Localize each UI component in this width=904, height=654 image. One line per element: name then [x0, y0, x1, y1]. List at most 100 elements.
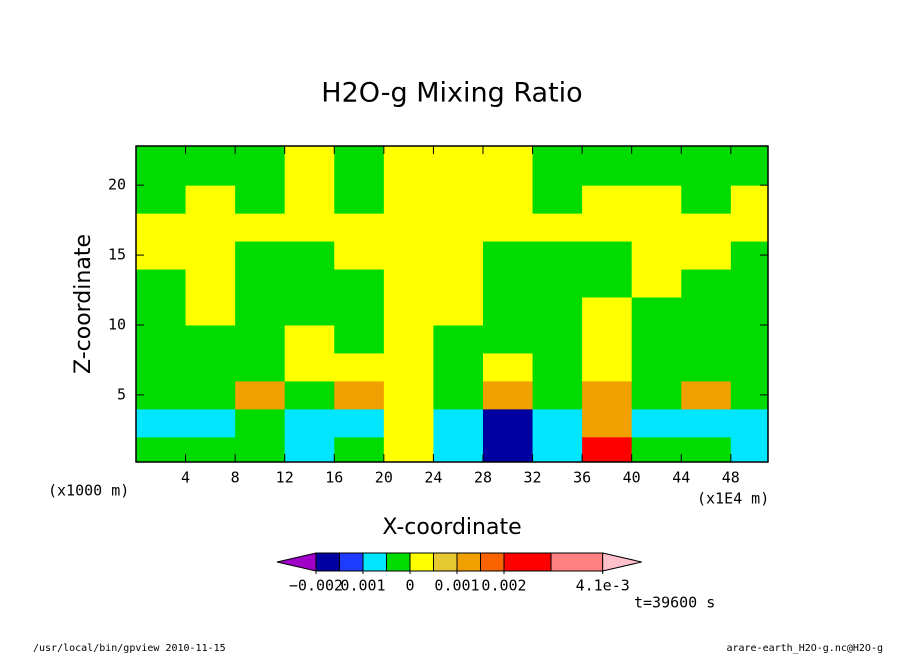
- colorbar-box: [386, 552, 411, 572]
- x-unit: (x1000 m): [48, 482, 129, 500]
- contour-cell: [681, 324, 732, 354]
- contour-cell: [482, 213, 534, 242]
- contour-cell: [136, 324, 187, 354]
- contour-cell: [235, 324, 286, 354]
- contour-cell: [185, 380, 236, 410]
- contour-cell: [582, 436, 633, 463]
- contour-cell: [185, 297, 236, 326]
- contour-cell: [185, 408, 236, 438]
- contour-cell: [185, 185, 236, 214]
- colorbar-box: [503, 552, 552, 572]
- contour-cell: [383, 297, 434, 326]
- contour-cell: [582, 380, 633, 410]
- time-label: t=39600 s: [634, 594, 715, 612]
- y-tick-label: 10: [108, 315, 126, 333]
- contour-cell: [730, 213, 769, 242]
- contour-cell: [136, 185, 187, 214]
- contour-cell: [136, 297, 187, 326]
- contour-cell: [235, 241, 286, 270]
- contour-cell: [433, 324, 484, 354]
- contour-cell: [284, 241, 335, 270]
- contour-cell: [681, 213, 732, 242]
- x-tick-label: 12: [276, 469, 294, 487]
- contour-cell: [532, 324, 583, 354]
- contour-cell: [235, 185, 286, 214]
- contour-cell: [383, 380, 434, 410]
- contour-cell: [433, 146, 484, 186]
- contour-cell: [433, 213, 484, 242]
- contour-cell: [136, 408, 187, 438]
- contour-cell: [681, 269, 732, 298]
- contour-cell: [631, 380, 682, 410]
- contour-cell: [433, 297, 484, 326]
- contour-cell: [284, 213, 335, 242]
- contour-cell: [631, 436, 682, 463]
- x-tick-label: 36: [573, 469, 591, 487]
- contour-cell: [582, 297, 633, 326]
- footer-right: arare-earth_H2O-g.nc@H2O-g: [726, 643, 883, 654]
- contour-cell: [334, 408, 385, 438]
- x-tick-label: 48: [722, 469, 740, 487]
- contour-cell: [235, 380, 286, 410]
- contour-cell: [334, 324, 385, 354]
- contour-cell: [235, 269, 286, 298]
- contour-cell: [383, 185, 434, 214]
- y-tick-label: 20: [108, 176, 126, 194]
- contour-cell: [532, 241, 583, 270]
- contour-cell: [433, 408, 484, 438]
- contour-cell: [582, 185, 633, 214]
- contour-cell: [185, 352, 236, 382]
- contour-cell: [136, 241, 187, 270]
- contour-cell: [730, 269, 769, 298]
- contour-cell: [482, 297, 534, 326]
- colorbar-box: [339, 552, 364, 572]
- contour-cell: [284, 297, 335, 326]
- contour-cell: [383, 324, 434, 354]
- contour-cell: [136, 352, 187, 382]
- contour-cell: [730, 146, 769, 186]
- contour-cell: [582, 241, 633, 270]
- contour-cell: [334, 269, 385, 298]
- contour-cell: [681, 241, 732, 270]
- colorbar-box: [433, 552, 458, 572]
- colorbar-box: [456, 552, 481, 572]
- colorbar-tick-label: 0.001: [434, 577, 479, 595]
- contour-cell: [383, 146, 434, 186]
- contour-cell: [284, 146, 335, 186]
- contour-cell: [482, 436, 534, 463]
- contour-cell: [235, 213, 286, 242]
- contour-cell: [334, 380, 385, 410]
- colorbar-box: [362, 552, 387, 572]
- contour-cell: [482, 380, 534, 410]
- contour-cell: [433, 380, 484, 410]
- contour-cell: [532, 408, 583, 438]
- contour-cell: [631, 297, 682, 326]
- contour-cell: [235, 352, 286, 382]
- colorbar-tick-label: 0.002: [481, 577, 526, 595]
- contour-cell: [433, 352, 484, 382]
- contour-cell: [383, 241, 434, 270]
- contour-cell: [532, 146, 583, 186]
- x-tick-label: 16: [325, 469, 343, 487]
- contour-cell: [284, 269, 335, 298]
- contour-cell: [284, 324, 335, 354]
- contour-cell: [681, 408, 732, 438]
- contour-cell: [482, 241, 534, 270]
- x-tick-label: 24: [424, 469, 442, 487]
- contour-cell: [631, 241, 682, 270]
- contour-cell: [681, 185, 732, 214]
- contour-cell: [482, 408, 534, 438]
- contour-cell: [185, 269, 236, 298]
- x-tick-label: 4: [181, 469, 190, 487]
- contour-cell: [284, 352, 335, 382]
- contour-cell: [730, 436, 769, 463]
- contour-cell: [334, 146, 385, 186]
- contour-cell: [730, 324, 769, 354]
- contour-cell: [582, 324, 633, 354]
- footer-left: /usr/local/bin/gpview 2010-11-15: [33, 643, 226, 654]
- x-tick-label: 20: [375, 469, 393, 487]
- contour-cell: [235, 297, 286, 326]
- colorbar-box: [480, 552, 505, 572]
- contour-cell: [730, 408, 769, 438]
- contour-cell: [482, 146, 534, 186]
